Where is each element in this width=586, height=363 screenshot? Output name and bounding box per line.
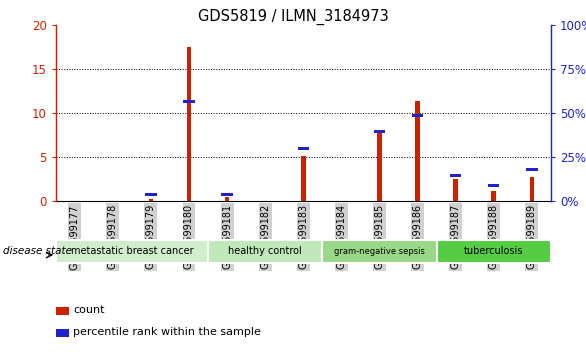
FancyBboxPatch shape — [322, 240, 437, 263]
Bar — [301, 156, 305, 201]
Bar — [492, 191, 496, 201]
FancyBboxPatch shape — [56, 240, 208, 263]
Bar — [183, 99, 195, 103]
Bar — [225, 197, 229, 201]
Bar — [488, 184, 499, 187]
Text: tuberculosis: tuberculosis — [464, 246, 523, 256]
Text: disease state: disease state — [3, 246, 72, 256]
Bar — [377, 133, 381, 201]
FancyBboxPatch shape — [208, 240, 322, 263]
Bar — [187, 48, 191, 201]
Text: healthy control: healthy control — [229, 246, 302, 256]
Bar — [56, 307, 69, 315]
Text: metastatic breast cancer: metastatic breast cancer — [70, 246, 193, 256]
Bar — [530, 177, 534, 201]
FancyBboxPatch shape — [437, 240, 551, 263]
Bar — [450, 174, 461, 176]
Bar — [56, 329, 69, 337]
Bar — [415, 101, 420, 201]
Bar — [454, 179, 458, 201]
Bar — [526, 168, 537, 171]
Bar — [412, 114, 423, 117]
Bar — [149, 199, 153, 201]
Bar — [374, 130, 385, 132]
Text: count: count — [73, 305, 105, 315]
Text: percentile rank within the sample: percentile rank within the sample — [73, 327, 261, 337]
Bar — [145, 193, 156, 196]
Bar — [222, 193, 233, 196]
Text: GDS5819 / ILMN_3184973: GDS5819 / ILMN_3184973 — [197, 9, 389, 25]
Bar — [298, 147, 309, 150]
Text: gram-negative sepsis: gram-negative sepsis — [334, 247, 425, 256]
